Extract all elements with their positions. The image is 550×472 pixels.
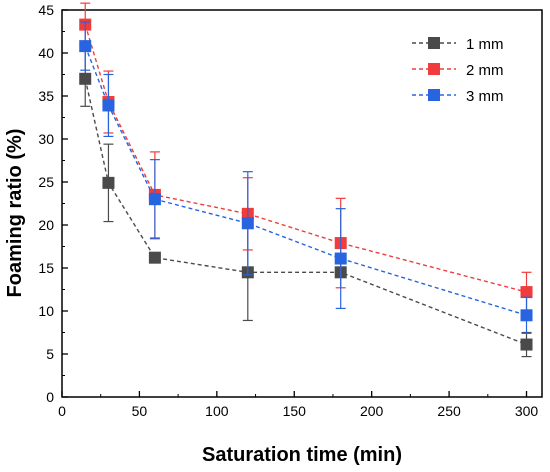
data-point	[241, 217, 254, 230]
data-point	[148, 193, 161, 206]
data-point	[79, 40, 92, 53]
y-tick-label: 30	[38, 131, 54, 147]
series-line	[84, 78, 527, 346]
data-point	[102, 99, 115, 112]
x-tick-label: 50	[132, 403, 148, 419]
y-tick-label: 45	[38, 2, 54, 18]
data-point	[334, 252, 347, 265]
x-tick-label: 200	[360, 403, 384, 419]
series-line	[84, 24, 527, 293]
x-tick-label: 300	[515, 403, 539, 419]
y-tick-label: 40	[38, 45, 54, 61]
x-tick-label: 250	[437, 403, 461, 419]
data-point	[79, 72, 92, 85]
x-tick-label: 0	[58, 403, 66, 419]
y-axis-title: Foaming ratio (%)	[4, 129, 26, 298]
legend-marker	[428, 89, 440, 101]
x-tick-label: 100	[205, 403, 229, 419]
legend-label: 1 mm	[466, 36, 504, 53]
data-point	[520, 286, 533, 299]
y-tick-label: 35	[38, 88, 54, 104]
data-point	[102, 176, 115, 189]
y-tick-label: 5	[46, 346, 54, 362]
x-axis-title: Saturation time (min)	[202, 444, 402, 466]
plot-area: 0 50 100 150 200 250 300 0 5 10 15 20 25 30 35 40 45 1 mm…	[38, 2, 543, 419]
y-tick-label: 25	[38, 174, 54, 190]
legend-label: 2 mm	[466, 62, 504, 79]
legend-label: 3 mm	[466, 88, 504, 105]
data-point	[520, 309, 533, 322]
data-point	[520, 338, 533, 351]
y-tick-label: 20	[38, 217, 54, 233]
y-tick-label: 0	[46, 389, 54, 405]
y-tick-label: 15	[38, 260, 54, 276]
x-tick-label: 150	[283, 403, 307, 419]
data-point	[148, 251, 161, 264]
legend-marker	[428, 63, 440, 75]
legend-marker	[428, 37, 440, 49]
y-tick-label: 10	[38, 303, 54, 319]
